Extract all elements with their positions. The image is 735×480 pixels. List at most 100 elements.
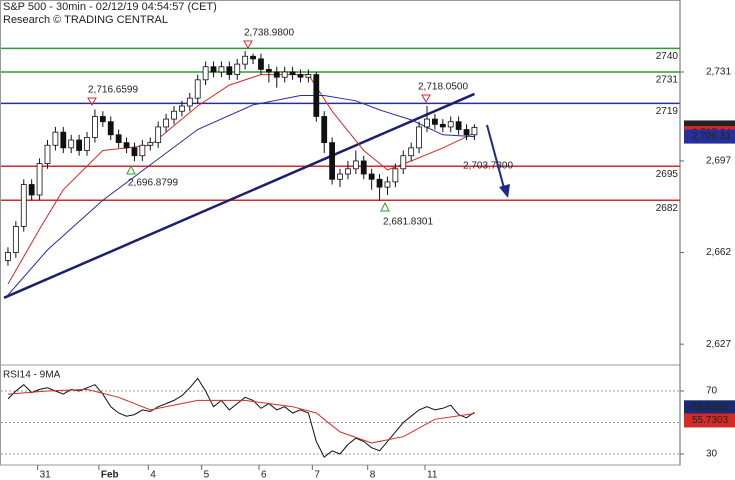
candle-body <box>52 131 59 146</box>
candle-body <box>439 123 446 128</box>
x-tick-label: 4 <box>150 470 156 480</box>
candle-body <box>329 142 336 180</box>
candle-body <box>178 105 185 112</box>
candle-body <box>20 184 27 227</box>
candle-body <box>202 66 209 81</box>
candle-body <box>107 121 114 136</box>
candle-body <box>218 66 225 73</box>
candle-body <box>376 178 383 188</box>
price-panel: 2740 2731 2719 2695 2682 <box>1 47 680 299</box>
rsi-box <box>684 413 735 428</box>
candle-body <box>68 139 75 149</box>
moving-average <box>7 95 475 296</box>
rsi-box-label: 55.7303 <box>692 415 729 426</box>
forecast-arrowhead <box>499 184 510 198</box>
candle-body <box>416 126 422 149</box>
x-tick-label: 7 <box>314 470 320 480</box>
candle-body <box>194 79 201 99</box>
forecast-arrow <box>486 124 505 189</box>
rsi-title: RSI14 - 9MA <box>3 370 61 381</box>
x-tick-label: 8 <box>370 470 376 480</box>
price-box-label: 2,706.31 <box>692 131 731 142</box>
candle-body <box>99 116 106 123</box>
candle-body <box>368 173 375 180</box>
high-marker <box>421 94 431 104</box>
candle-body <box>147 142 154 146</box>
y-tick-label: 70 <box>706 386 718 397</box>
level-label: 2740 <box>656 51 679 62</box>
candle-body <box>186 97 193 107</box>
x-tick-label: 6 <box>261 470 267 480</box>
candle-body <box>289 71 296 75</box>
low-marker <box>380 201 390 212</box>
high-marker <box>87 97 97 107</box>
x-tick-label: 31 <box>40 470 52 480</box>
rsi-panel <box>1 377 680 458</box>
y-tick-label: 2,697 <box>706 156 731 167</box>
price-box <box>684 129 735 144</box>
candle-body <box>400 155 407 170</box>
rsi-line <box>7 388 475 444</box>
candle-body <box>226 66 233 75</box>
candle-body <box>313 74 320 117</box>
rsi-box-label: 56.4588 <box>692 402 729 413</box>
candle-body <box>155 126 162 144</box>
candle-body <box>281 71 288 78</box>
level-label: 2682 <box>656 203 679 214</box>
candle-body <box>210 66 217 73</box>
candle-body <box>5 252 11 261</box>
candle-body <box>384 181 391 188</box>
x-tick-label: 5 <box>204 470 210 480</box>
candle-body <box>84 137 90 151</box>
candle-body <box>242 55 249 65</box>
candle-body <box>12 225 19 253</box>
trendline <box>3 92 475 299</box>
candle-body <box>463 129 470 136</box>
candle-body <box>76 139 83 151</box>
annotation: 2,681.8301 <box>383 217 433 228</box>
candle-body <box>471 127 478 136</box>
candle-body <box>139 144 146 157</box>
rsi-box <box>684 400 735 415</box>
candle-body <box>36 163 43 196</box>
candle-body <box>321 116 328 144</box>
candle-body <box>273 71 280 78</box>
candle-body <box>123 142 130 149</box>
candle-body <box>297 74 304 78</box>
candle-body <box>424 118 430 128</box>
candle-body <box>360 160 367 175</box>
level-label: 2719 <box>656 106 679 117</box>
candle-body <box>455 121 462 130</box>
candle-body <box>163 118 169 128</box>
annotation: 2,696.8799 <box>128 178 178 189</box>
annotation: 2,703.7300 <box>463 161 513 172</box>
candle-body <box>28 184 35 196</box>
y-tick-label: 30 <box>706 449 718 460</box>
candle-body <box>131 147 138 157</box>
candle-body <box>44 144 51 164</box>
chart-title: S&P 500 - 30min - 02/12/19 04:54:57 (CET… <box>3 1 217 13</box>
candle-body <box>352 160 359 170</box>
annotation: 2,718.0500 <box>418 82 468 93</box>
candle-body <box>234 63 241 75</box>
candle-body <box>337 173 343 180</box>
annotation: 2,716.6599 <box>88 85 138 96</box>
x-tick-label: Feb <box>101 470 119 480</box>
annotation: 2,738.9800 <box>244 28 294 39</box>
candle-body <box>60 131 67 149</box>
candle-body <box>250 55 256 60</box>
candle-body <box>345 168 351 175</box>
high-marker <box>243 40 253 50</box>
x-tick-label: 11 <box>427 470 438 480</box>
y-tick-label: 2,731 <box>706 67 731 78</box>
y-tick-label: 2,662 <box>706 247 731 258</box>
y-tick-label: 2,627 <box>706 339 731 350</box>
candle-body <box>408 147 415 157</box>
candle-body <box>305 74 312 78</box>
candle-body <box>447 121 454 128</box>
candle-body <box>265 68 272 73</box>
candle-body <box>115 134 122 144</box>
level-label: 2695 <box>656 169 679 180</box>
